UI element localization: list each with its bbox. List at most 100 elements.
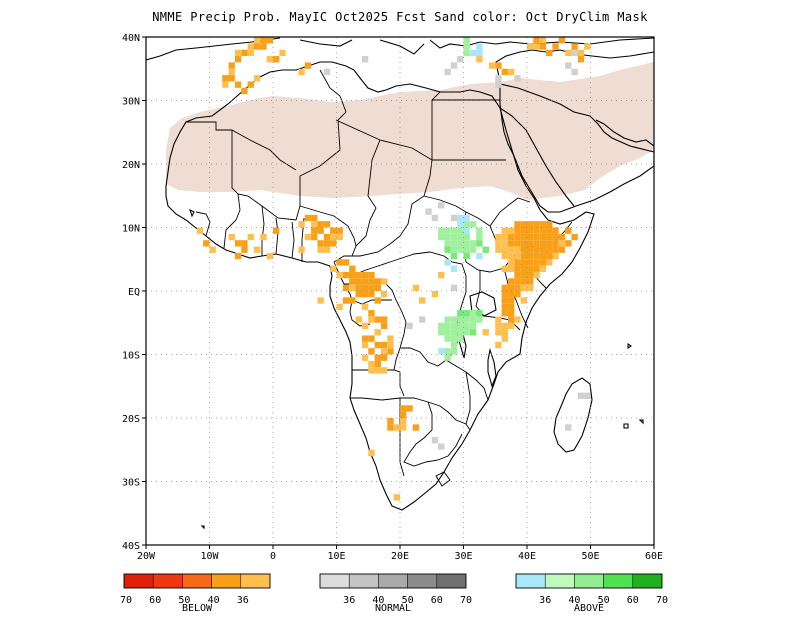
forecast-cell bbox=[514, 259, 521, 266]
forecast-cell bbox=[425, 208, 432, 215]
forecast-cell bbox=[368, 360, 375, 368]
forecast-cell bbox=[342, 271, 350, 279]
southern-africa-borders bbox=[350, 359, 489, 487]
forecast-cell bbox=[260, 37, 267, 44]
forecast-cell bbox=[584, 43, 591, 50]
forecast-cell bbox=[527, 233, 534, 241]
southern-europe-coastline bbox=[146, 37, 654, 61]
forecast-cell bbox=[444, 227, 451, 234]
forecast-cell bbox=[438, 348, 445, 355]
forecast-cell bbox=[298, 68, 305, 76]
lon-label: 50E bbox=[581, 551, 599, 562]
forecast-cell bbox=[419, 316, 426, 323]
forecast-cell bbox=[457, 316, 464, 323]
legend-value-below: 70 bbox=[120, 595, 132, 606]
forecast-cell bbox=[228, 233, 235, 241]
forecast-cell bbox=[304, 233, 312, 241]
forecast-cell bbox=[495, 316, 502, 323]
lat-label: 20N bbox=[122, 160, 140, 171]
lat-label: 30N bbox=[122, 97, 140, 108]
forecast-cell bbox=[387, 341, 394, 349]
forecast-cell bbox=[317, 297, 324, 304]
forecast-cell bbox=[501, 246, 508, 253]
forecast-cell bbox=[501, 227, 508, 234]
forecast-cell bbox=[539, 43, 547, 50]
legend-value-above: 36 bbox=[539, 595, 551, 606]
forecast-cell bbox=[533, 271, 540, 279]
forecast-cell bbox=[558, 233, 566, 241]
lat-label: 40S bbox=[122, 541, 140, 552]
forecast-cell bbox=[247, 81, 254, 88]
legend-bar-outline bbox=[515, 573, 663, 589]
forecast-cell bbox=[565, 62, 572, 69]
forecast-cell bbox=[514, 284, 521, 291]
forecast-cell bbox=[533, 43, 540, 50]
forecast-cell bbox=[457, 329, 464, 336]
forecast-cell bbox=[400, 424, 407, 431]
forecast-cell bbox=[495, 81, 502, 88]
legend-swatch-above bbox=[632, 573, 663, 589]
forecast-cell bbox=[507, 284, 515, 291]
forecast-cell bbox=[507, 259, 515, 266]
forecast-cell bbox=[374, 278, 381, 285]
forecast-cell bbox=[374, 297, 381, 304]
forecast-cell bbox=[323, 240, 331, 247]
forecast-cell bbox=[317, 221, 324, 228]
forecast-cell bbox=[361, 354, 369, 361]
forecast-cell bbox=[533, 246, 540, 253]
forecast-cell bbox=[501, 68, 508, 76]
forecast-cell bbox=[361, 335, 369, 342]
forecast-cell bbox=[469, 221, 477, 228]
forecast-cell bbox=[539, 246, 547, 253]
forecast-cell bbox=[577, 392, 585, 399]
legend-below-title: BELOW bbox=[181, 603, 213, 614]
forecast-cell bbox=[507, 278, 515, 285]
arabian-peninsula-coastline bbox=[499, 83, 654, 213]
forecast-cell bbox=[527, 246, 534, 253]
legend-value-normal: 60 bbox=[431, 595, 443, 606]
forecast-cell bbox=[463, 240, 470, 247]
forecast-cell bbox=[527, 278, 534, 285]
forecast-cell bbox=[514, 246, 521, 253]
forecast-cell bbox=[457, 227, 464, 234]
forecast-cell bbox=[539, 259, 547, 266]
madagascar-coastline bbox=[553, 377, 593, 453]
forecast-cell bbox=[495, 75, 502, 82]
forecast-cell bbox=[546, 49, 553, 57]
forecast-cell bbox=[253, 43, 261, 50]
forecast-cell bbox=[463, 246, 470, 253]
forecast-cell bbox=[450, 240, 458, 247]
forecast-cell bbox=[558, 240, 566, 247]
forecast-cell bbox=[444, 259, 451, 266]
forecast-cell bbox=[463, 49, 470, 57]
forecast-cell bbox=[438, 233, 445, 241]
forecast-cell bbox=[374, 341, 381, 349]
red-sea-coast bbox=[499, 107, 575, 207]
forecast-cell bbox=[533, 259, 540, 266]
forecast-cell bbox=[501, 303, 508, 311]
forecast-cell bbox=[514, 252, 521, 260]
forecast-cell bbox=[450, 316, 458, 323]
forecast-cell bbox=[387, 335, 394, 342]
forecast-cell bbox=[222, 81, 229, 88]
forecast-cell bbox=[507, 233, 515, 241]
forecast-cell bbox=[380, 316, 388, 323]
forecast-cell bbox=[336, 233, 343, 241]
forecast-cell bbox=[571, 68, 578, 76]
legend-swatch-normal bbox=[319, 573, 350, 589]
forecast-cell bbox=[317, 227, 324, 234]
forecast-cell bbox=[533, 240, 540, 247]
forecast-cell bbox=[527, 265, 534, 272]
legend-bar-outline bbox=[319, 573, 467, 589]
forecast-cell bbox=[507, 291, 515, 298]
forecast-cell bbox=[476, 56, 483, 63]
forecast-cell bbox=[546, 259, 553, 266]
forecast-cell bbox=[501, 291, 508, 298]
forecast-cell bbox=[527, 221, 534, 228]
forecast-cell bbox=[349, 265, 356, 272]
forecast-cell bbox=[457, 240, 464, 247]
forecast-cell bbox=[368, 449, 375, 457]
forecast-cell bbox=[450, 62, 458, 69]
lat-label: 20S bbox=[122, 414, 140, 425]
forecast-cell bbox=[463, 221, 470, 228]
